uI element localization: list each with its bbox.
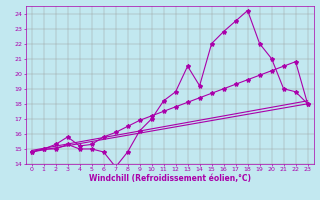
X-axis label: Windchill (Refroidissement éolien,°C): Windchill (Refroidissement éolien,°C)	[89, 174, 251, 183]
